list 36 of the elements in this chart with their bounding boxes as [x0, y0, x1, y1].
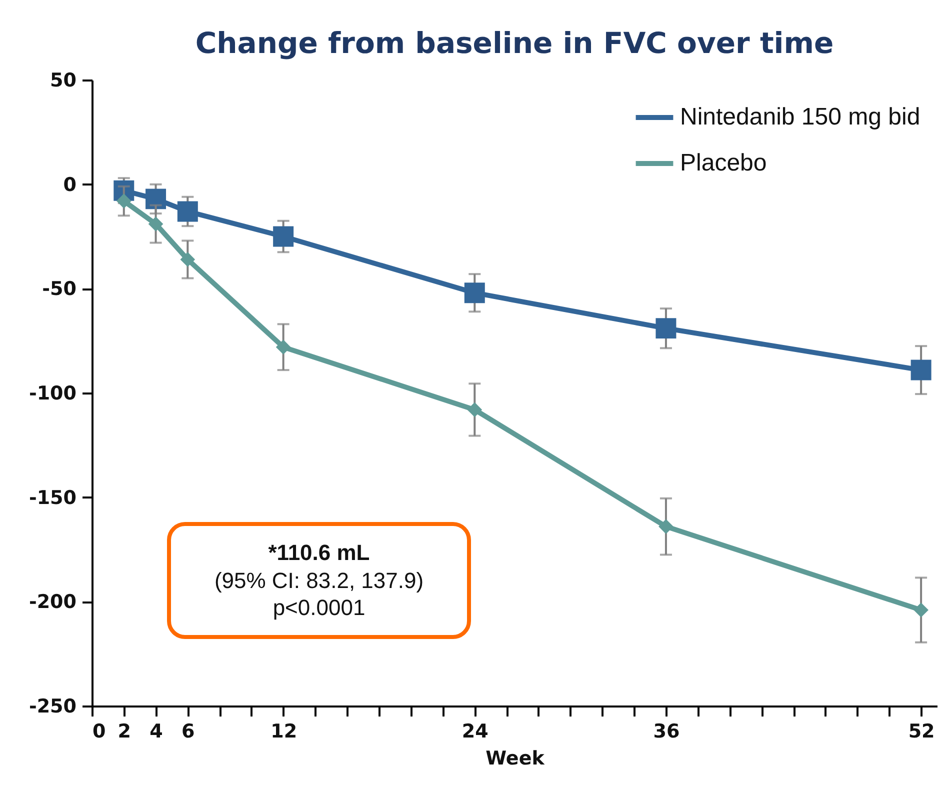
- point: [467, 402, 482, 418]
- point: [273, 226, 294, 247]
- point: [180, 252, 196, 267]
- y-tick-label: -100: [28, 382, 76, 404]
- point: [910, 360, 932, 380]
- y-tick-label: 50: [50, 70, 76, 92]
- point: [148, 216, 164, 232]
- y-tick-label: 0: [63, 174, 76, 196]
- point: [658, 519, 674, 534]
- x-tick-label: 52: [908, 720, 935, 742]
- x-tick-label: 4: [150, 720, 163, 742]
- point: [464, 282, 485, 304]
- point: [276, 340, 291, 355]
- legend-label: Nintedanib 150 mg bid: [680, 104, 920, 130]
- x-tick-label: 36: [653, 720, 680, 742]
- point: [146, 188, 166, 210]
- y-tick-label: -200: [28, 591, 76, 614]
- legend-label: Placebo: [680, 150, 767, 176]
- chart-title: Change from baseline in FVC over time: [195, 26, 834, 60]
- x-tick-label: 0: [92, 720, 106, 742]
- x-tick-label: 24: [462, 720, 488, 742]
- point: [914, 602, 928, 618]
- point: [177, 201, 198, 222]
- annotation: p<0.0001: [272, 594, 366, 622]
- y-tick-label: -250: [28, 696, 76, 718]
- x-axis-title: Week: [486, 748, 545, 770]
- point: [116, 194, 132, 208]
- x-tick-label: 12: [270, 720, 298, 742]
- point: [656, 318, 676, 339]
- annotation: *110.6 mL: [268, 539, 370, 567]
- x-tick-label: 2: [118, 720, 132, 742]
- annotation: (95% CI: 83.2, 137.9): [214, 566, 424, 594]
- callout-frame: *110.6 mL (95% CI: 83.2, 137.9) p<0.0001: [167, 522, 471, 639]
- y-tick-label: -150: [28, 486, 76, 509]
- x-tick-label: 6: [182, 720, 195, 742]
- y-tick-label: -50: [42, 278, 76, 300]
